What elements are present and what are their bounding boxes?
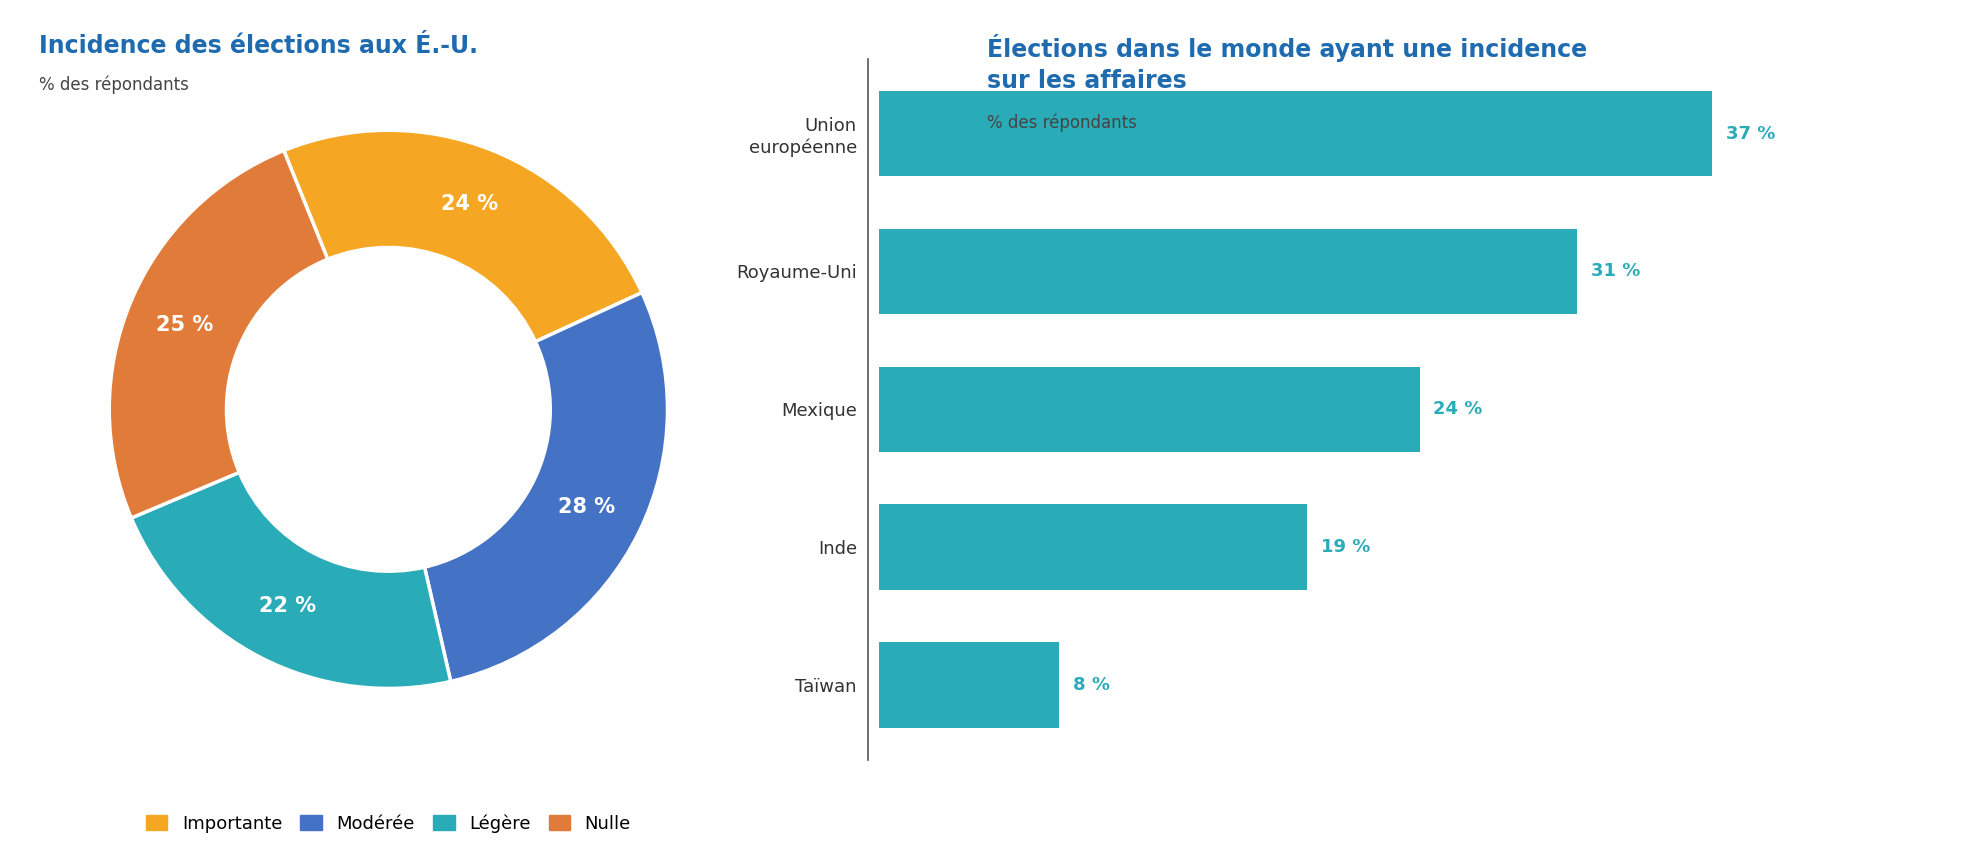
Text: % des répondants: % des répondants	[986, 114, 1136, 133]
Bar	[878, 505, 1306, 590]
Text: 25 %: 25 %	[156, 315, 213, 335]
Bar	[878, 229, 1576, 314]
Text: 8 %: 8 %	[1073, 676, 1109, 694]
Text: % des répondants: % des répondants	[39, 76, 189, 95]
Bar	[878, 91, 1711, 176]
Text: 19 %: 19 %	[1320, 538, 1369, 556]
Text: Élections dans le monde ayant une incidence
sur les affaires: Élections dans le monde ayant une incide…	[986, 34, 1586, 94]
Wedge shape	[424, 293, 667, 681]
Text: 37 %: 37 %	[1724, 125, 1774, 143]
Text: 28 %: 28 %	[558, 496, 614, 517]
Wedge shape	[284, 130, 641, 342]
Text: 31 %: 31 %	[1590, 262, 1640, 280]
Text: 24 %: 24 %	[440, 194, 497, 214]
Wedge shape	[109, 150, 328, 518]
Text: 24 %: 24 %	[1432, 400, 1482, 419]
Bar	[878, 642, 1060, 728]
Bar	[878, 366, 1419, 452]
Legend: Importante, Modérée, Légère, Nulle: Importante, Modérée, Légère, Nulle	[138, 807, 637, 840]
Text: Incidence des élections aux É.-U.: Incidence des élections aux É.-U.	[39, 34, 477, 57]
Wedge shape	[132, 473, 450, 689]
Text: 22 %: 22 %	[258, 596, 316, 615]
